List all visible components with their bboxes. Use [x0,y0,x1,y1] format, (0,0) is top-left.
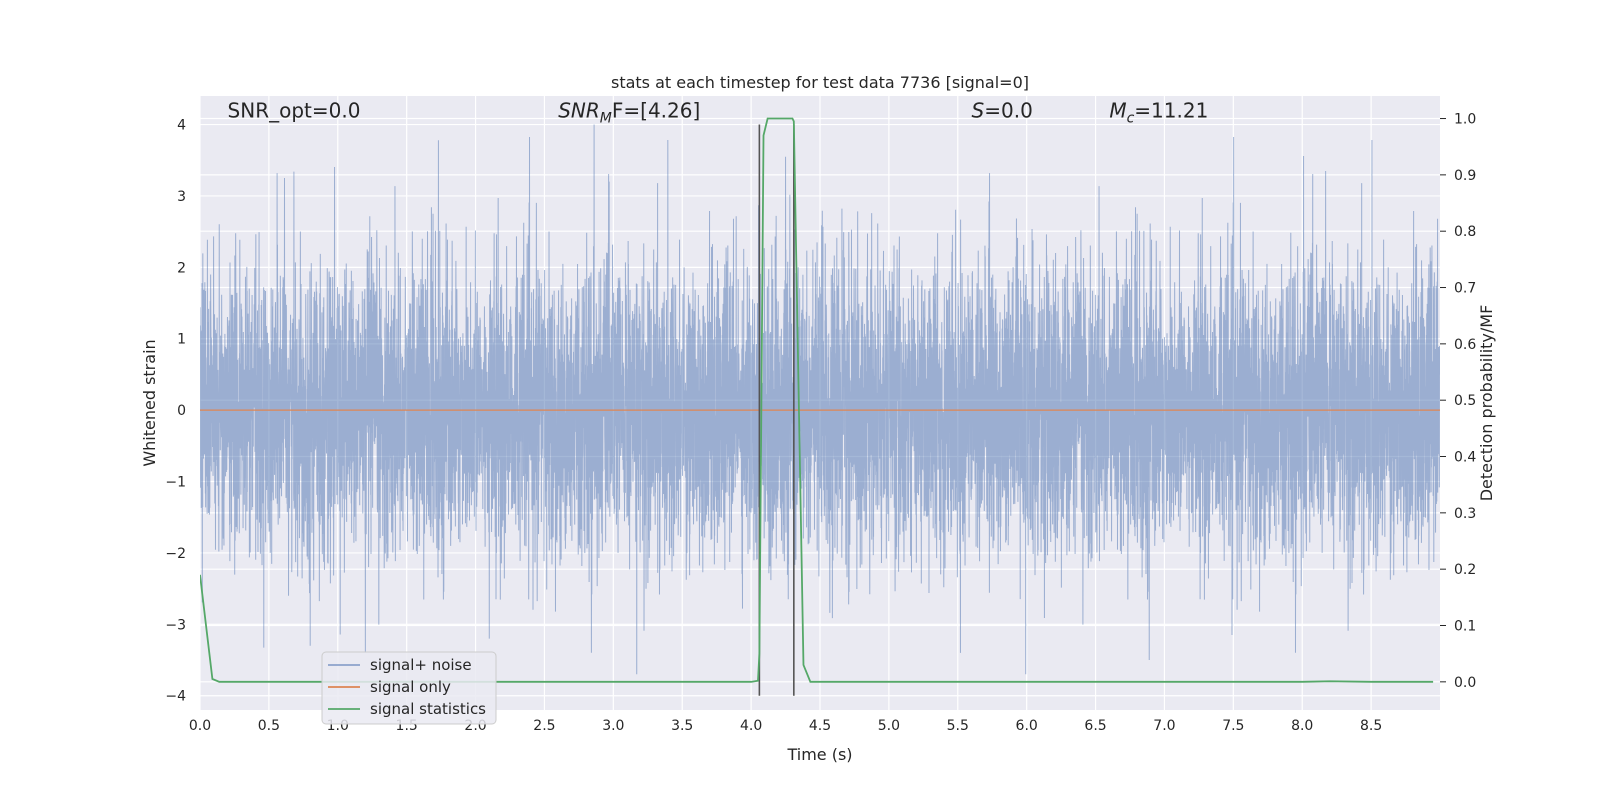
x-tick-label: 3.0 [602,718,624,734]
x-tick-label: 3.5 [671,718,693,734]
x-tick-label: 0.0 [189,718,211,734]
legend-label-signal: signal only [370,678,451,696]
y-tick-label: 3 [177,189,186,205]
annotation-snr-opt: SNR_opt=0.0 [228,98,361,122]
x-tick-label: 8.5 [1360,718,1382,734]
y-tick-label: −2 [165,546,186,562]
x-tick-label: 4.0 [740,718,762,734]
y-tick-label: −3 [165,617,186,633]
annotations: SNR_opt=0.0 SNRMF=[4.26] S=0.0 Mc=11.21 [228,98,1209,126]
y2-tick-label: 0.6 [1454,337,1476,353]
y2-tick-label: 0.4 [1454,450,1476,466]
y-tick-label: 2 [177,260,186,276]
y2-tick-label: 0.5 [1454,393,1476,409]
y2-tick-label: 0.3 [1454,506,1476,522]
annotation-mc: Mc=11.21 [1109,98,1208,126]
legend-box [321,651,497,725]
y2-tick-label: 0.2 [1454,562,1476,578]
x-tick-label: 7.0 [1153,718,1175,734]
x-tick-label: 0.5 [258,718,280,734]
x-tick-label: 5.0 [878,718,900,734]
x-tick-label: 7.5 [1222,718,1244,734]
y2-tick-label: 1.0 [1454,112,1476,128]
x-tick-label: 6.5 [1084,718,1106,734]
legend-label-noise: signal+ noise [370,656,472,674]
x-tick-label: 8.0 [1291,718,1313,734]
y-axis-label: Whitened strain [140,339,159,466]
y-tick-label: −4 [165,689,186,705]
y2-tick-label: 0.0 [1454,675,1476,691]
y-tick-label: 1 [177,332,186,348]
annotation-snr-mf: SNRMF=[4.26] [558,98,700,126]
x-tick-label: 2.5 [533,718,555,734]
y-tick-label: −1 [165,475,186,491]
x-tick-label: 6.0 [1016,718,1038,734]
y-tick-label: 4 [177,118,186,134]
x-axis-label: Time (s) [786,745,852,764]
y2-tick-label: 0.8 [1454,224,1476,240]
y2-tick-label: 0.1 [1454,619,1476,635]
x-tick-label: 5.5 [947,718,969,734]
annotation-s: S=0.0 [972,98,1033,122]
x-tick-label: 4.5 [809,718,831,734]
legend: signal+ noise signal only signal statist… [321,651,497,725]
y-tick-label: 0 [177,403,186,419]
series-signal-plus-noise [200,124,1440,675]
legend-label-statistics: signal statistics [370,700,486,718]
y2-tick-label: 0.9 [1454,168,1476,184]
chart-title: stats at each timestep for test data 773… [611,73,1029,92]
y2-axis-label: Detection probability/MF [1477,305,1496,502]
y2-tick-label: 0.7 [1454,281,1476,297]
